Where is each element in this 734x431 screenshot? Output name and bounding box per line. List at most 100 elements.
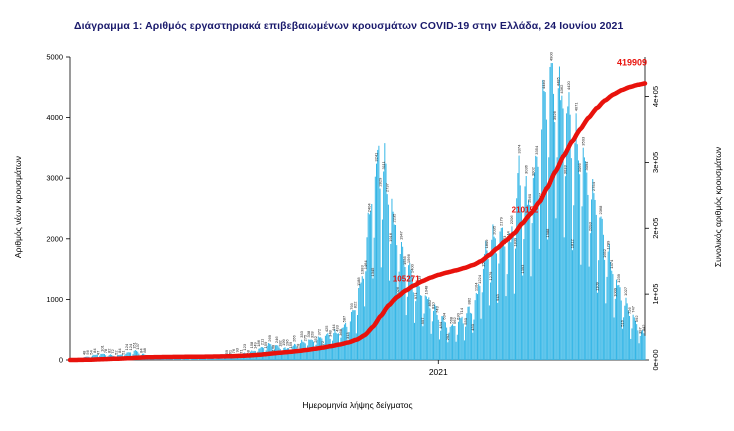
daily-cases-bar [340,337,342,360]
daily-cases-bar [385,163,387,360]
daily-cases-bar [560,100,562,361]
daily-cases-bar [466,313,468,360]
bar-value-label: 128 [295,343,300,350]
bar-value-label: 425 [324,325,329,332]
bar-value-label: 1400 [409,263,414,273]
daily-cases-bar [535,155,537,360]
daily-cases-bar [450,325,452,360]
daily-cases-bar [532,178,534,360]
daily-cases-bar [371,204,373,360]
daily-cases-bar [256,355,258,360]
bar-value-label: 557 [420,317,425,324]
bar-value-label: 275 [302,334,307,341]
daily-cases-bar [428,297,430,360]
bar-value-label: 2829 [377,177,382,187]
daily-cases-bar [619,287,621,360]
bar-value-label: 172 [320,340,325,347]
daily-cases-bar [386,194,388,360]
daily-cases-bar [537,166,539,360]
daily-cases-bar [493,236,495,360]
daily-cases-bar [577,160,579,360]
bar-value-label: 2035 [491,225,496,235]
daily-cases-bar [617,285,619,360]
daily-cases-bar [541,129,543,360]
daily-cases-bar [635,320,636,360]
daily-cases-bar [429,308,431,360]
bar-value-label: 1947 [399,230,404,240]
daily-cases-bar [198,358,200,360]
daily-cases-bar [215,358,217,360]
daily-cases-bar [468,306,470,360]
daily-cases-bar [431,321,433,360]
daily-cases-bar [544,92,546,360]
daily-cases-bar [218,357,219,360]
bar-value-label: 3374 [516,144,521,154]
bar-value-label: 159 [288,341,293,348]
daily-cases-bar [639,335,641,360]
daily-cases-bar [564,176,566,360]
daily-cases-bar [592,179,594,360]
daily-cases-bar [526,204,528,360]
daily-cases-bar [548,157,550,360]
daily-cases-bar [206,359,208,360]
daily-cases-bar [576,144,578,360]
daily-cases-bar [446,327,448,360]
bar-value-label: 292 [445,333,450,340]
daily-cases-bar [367,212,369,360]
daily-cases-bar [176,358,178,360]
daily-cases-bar [156,359,158,360]
daily-cases-bar [404,267,406,360]
daily-cases-bar [201,358,203,360]
daily-cases-bar [522,275,524,360]
bar-value-label: 1027 [623,286,628,296]
bar-value-label: 433 [335,324,340,331]
daily-cases-bar [525,176,527,360]
daily-cases-bar [358,288,360,360]
daily-cases-bar [179,358,181,360]
bar-value-label: 1383 [360,265,365,275]
daily-cases-bar [494,238,496,360]
bar-value-label: 1188 [356,277,361,286]
bar-value-label: 182 [278,339,283,346]
bar-value-label: 822 [352,301,357,308]
daily-cases-bar [490,282,492,360]
bar-value-label: 442 [641,324,646,331]
bar-value-label: 269 [267,334,272,341]
daily-cases-bar [561,95,563,361]
cumulative-milestone-annotation: 210152 [512,206,539,215]
daily-cases-bar [210,357,212,360]
y-right-tick-label: 4e+05 [651,86,660,107]
bar-value-label: 3066 [577,163,582,173]
bar-value-label: 743 [434,306,439,313]
daily-cases-bar [410,269,412,360]
daily-cases-bar [589,233,591,360]
daily-cases-bar [398,271,400,360]
daily-cases-bar [453,325,455,360]
daily-cases-bar [570,158,572,360]
daily-cases-bar [606,276,608,360]
daily-cases-bar [581,206,583,360]
daily-cases-bar [384,143,386,360]
daily-cases-bar [630,338,632,360]
daily-cases-bar [447,342,449,360]
daily-cases-bar [504,246,506,360]
bar-value-label: 211 [260,338,265,345]
daily-cases-bar [305,351,307,360]
daily-cases-bar [455,341,457,360]
daily-cases-bar [448,332,450,360]
bar-value-label: 971 [413,292,418,299]
daily-cases-bar [536,156,538,360]
bar-value-label: 137 [135,342,140,349]
daily-cases-bar [509,233,511,360]
bar-value-label: 444 [331,324,336,331]
daily-cases-bar [368,214,370,360]
bar-value-label: 1839 [513,237,518,247]
bar-value-label: 634 [441,312,446,319]
daily-cases-bar [285,348,287,360]
daily-cases-bar [164,359,166,360]
daily-cases-bar [157,358,159,360]
daily-cases-bar [387,204,389,360]
daily-cases-bar [461,316,463,360]
daily-cases-bar [197,359,199,360]
